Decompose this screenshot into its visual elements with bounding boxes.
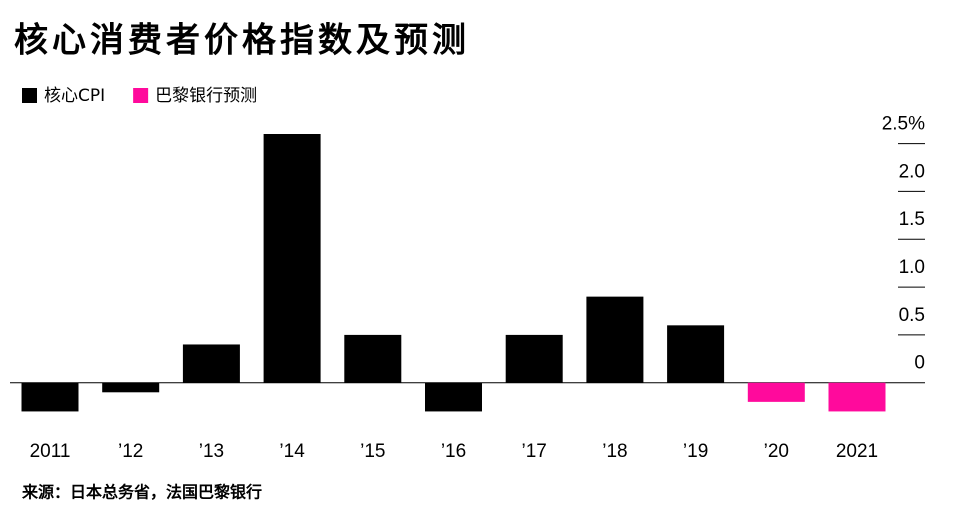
bar (828, 382, 886, 412)
x-tick-label: ’16 (441, 441, 466, 462)
bar (182, 344, 240, 383)
x-tick-label: ’12 (118, 441, 143, 462)
bar (425, 382, 482, 412)
x-tick-label: 2011 (30, 441, 71, 462)
y-tick-label: 2.5% (882, 114, 925, 135)
x-tick-label: ’18 (602, 441, 627, 462)
bar (505, 334, 563, 383)
x-tick-label: ’14 (279, 441, 305, 462)
source-note: 来源：日本总务省，法国巴黎银行 (21, 483, 262, 502)
x-tick-label: ’13 (199, 441, 224, 462)
x-tick-label: 2021 (836, 441, 878, 462)
x-tick-label: ’19 (683, 441, 708, 462)
y-tick-label: 0 (914, 353, 925, 374)
bar (102, 382, 160, 393)
legend-label: 核心CPI (44, 86, 105, 106)
bar (344, 334, 402, 383)
x-tick-label: ’17 (522, 441, 547, 462)
y-tick-label: 2.0 (899, 161, 925, 182)
y-tick-label: 1.5 (899, 209, 925, 230)
legend-swatch (22, 88, 37, 103)
bar (667, 325, 725, 383)
legend-swatch (133, 88, 149, 103)
bar (747, 382, 805, 402)
x-tick-label: ’15 (360, 441, 385, 462)
legend-label: 巴黎银行预测 (155, 86, 257, 106)
y-tick-label: 1.0 (899, 257, 925, 278)
bar (263, 134, 321, 383)
bar (21, 382, 79, 412)
chart-title: 核心消费者价格指数及预测 (14, 21, 470, 61)
y-tick-label: 0.5 (899, 305, 925, 326)
bar (586, 296, 644, 383)
x-tick-label: ’20 (764, 441, 789, 462)
